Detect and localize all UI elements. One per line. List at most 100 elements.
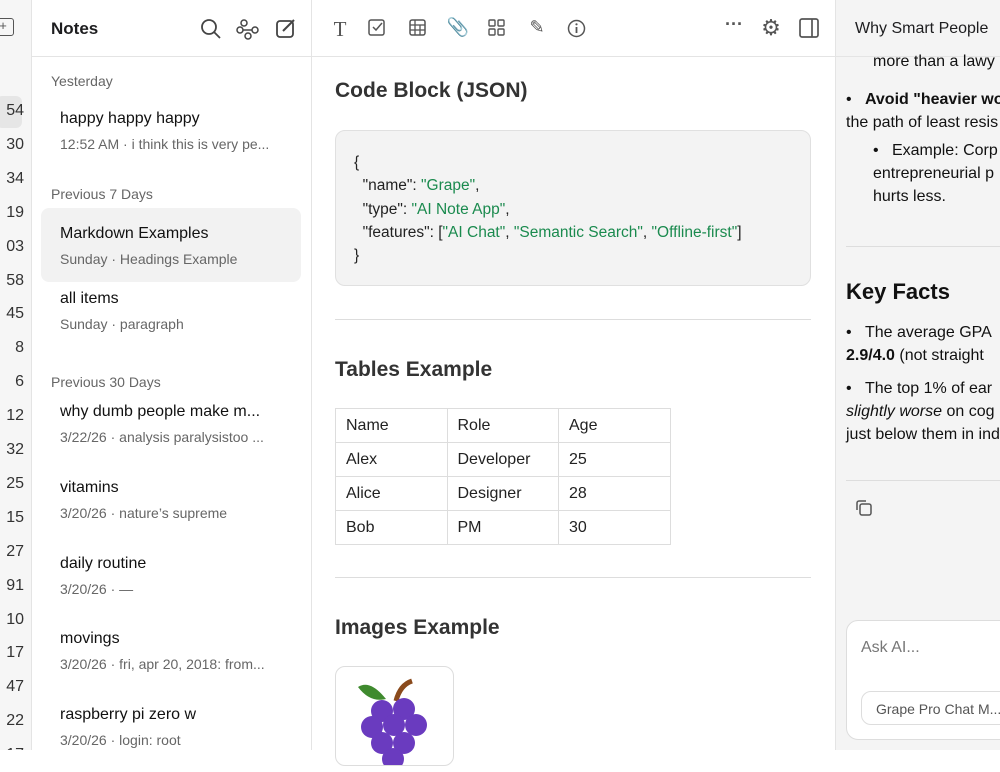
note-subtitle: Sunday · paragraph bbox=[60, 316, 184, 332]
more-icon[interactable]: ··· bbox=[725, 14, 743, 34]
table-cell[interactable]: 28 bbox=[558, 476, 671, 511]
table-header-cell[interactable]: Name bbox=[335, 408, 448, 443]
search-icon[interactable] bbox=[200, 18, 222, 40]
grid-icon[interactable] bbox=[488, 19, 512, 37]
note-list-item[interactable]: daily routine 3/20/26 · — bbox=[41, 547, 301, 621]
gear-icon[interactable]: ⚙ bbox=[761, 15, 781, 40]
text-format-icon[interactable]: T bbox=[333, 17, 347, 41]
note-title: happy happy happy bbox=[60, 110, 200, 127]
copy-icon[interactable] bbox=[855, 499, 873, 517]
note-title: raspberry pi zero w bbox=[60, 706, 197, 723]
ask-ai-placeholder: Ask AI... bbox=[861, 639, 920, 656]
note-title: vitamins bbox=[60, 479, 119, 496]
note-subtitle: 12:52 AM · i think this is very pe... bbox=[60, 136, 270, 152]
code-block[interactable]: { "name": "Grape", "type": "AI Note App"… bbox=[335, 130, 811, 286]
model-selector[interactable]: Grape Pro Chat M... bbox=[861, 691, 1000, 725]
table-icon[interactable] bbox=[409, 19, 433, 37]
note-subtitle: 3/22/26 · analysis paralysistoo ... bbox=[60, 429, 264, 445]
table-cell[interactable]: Alice bbox=[335, 476, 448, 511]
note-list-item[interactable]: happy happy happy 12:52 AM · i think this… bbox=[41, 102, 301, 176]
chat-text: just below them in ind bbox=[846, 426, 1000, 443]
table-cell[interactable]: Developer bbox=[446, 442, 559, 477]
divider bbox=[335, 319, 811, 320]
folder-count[interactable]: 45 bbox=[6, 305, 24, 323]
new-folder-icon[interactable]: + bbox=[0, 18, 14, 36]
key-facts-heading: Key Facts bbox=[846, 279, 950, 304]
table-header-cell[interactable]: Role bbox=[446, 408, 559, 443]
note-title: daily routine bbox=[60, 555, 147, 572]
folder-count[interactable]: 15 bbox=[6, 508, 24, 526]
section-label: Previous 7 Days bbox=[51, 186, 153, 202]
folder-count[interactable]: 10 bbox=[6, 610, 24, 628]
note-subtitle: Sunday · Headings Example bbox=[60, 251, 238, 267]
folder-count[interactable]: 34 bbox=[6, 169, 24, 187]
table-row: Bob PM 30 bbox=[335, 510, 671, 545]
folder-count[interactable]: 58 bbox=[6, 271, 24, 289]
table-cell[interactable]: 30 bbox=[558, 510, 671, 545]
table-cell[interactable]: Designer bbox=[446, 476, 559, 511]
folder-count[interactable]: 25 bbox=[6, 474, 24, 492]
note-title: why dumb people make m... bbox=[60, 403, 261, 420]
folder-count[interactable]: 03 bbox=[6, 237, 24, 255]
chat-text: • The average GPA bbox=[846, 324, 992, 341]
section-label: Yesterday bbox=[51, 73, 113, 89]
folder-count[interactable]: 8 bbox=[15, 339, 24, 357]
compose-icon[interactable] bbox=[275, 17, 297, 39]
table-cell[interactable]: PM bbox=[446, 510, 559, 545]
pencil-icon[interactable]: ✎ bbox=[529, 17, 545, 37]
chat-text: hurts less. bbox=[873, 188, 946, 205]
editor[interactable]: T 📎 ✎ ··· ⚙ Code Block (JSON) { "name": … bbox=[312, 0, 835, 766]
chat-text: entrepreneurial p bbox=[873, 165, 994, 182]
note-list-item[interactable]: why dumb people make m... 3/22/26 · analy… bbox=[41, 395, 301, 469]
info-icon[interactable] bbox=[567, 19, 591, 38]
notes-list-panel: Notes Yesterday happy happy happy 12:52 AM… bbox=[32, 0, 312, 750]
divider bbox=[846, 246, 1000, 247]
folder-count[interactable]: 22 bbox=[6, 712, 24, 730]
folder-count[interactable]: 47 bbox=[6, 678, 24, 696]
folder-count[interactable]: 12 bbox=[6, 407, 24, 425]
tables-heading: Tables Example bbox=[335, 358, 493, 381]
folder-count[interactable]: 27 bbox=[6, 542, 24, 560]
note-list-item[interactable]: raspberry pi zero w 3/20/26 · login: root bbox=[41, 698, 301, 772]
folder-count[interactable]: 17 bbox=[0, 746, 24, 750]
chat-text: more than a lawy bbox=[873, 53, 995, 70]
table-row: Alice Designer 28 bbox=[335, 476, 671, 511]
attachment-icon[interactable]: 📎 bbox=[446, 17, 470, 37]
chat-text: • Example: Corp bbox=[873, 142, 998, 159]
note-list-item[interactable]: all items Sunday · paragraph bbox=[41, 282, 301, 356]
chat-text: • The top 1% of ear bbox=[846, 380, 993, 397]
checklist-icon[interactable] bbox=[368, 19, 392, 37]
folder-count[interactable]: 17 bbox=[6, 644, 24, 662]
folder-count[interactable]: 6 bbox=[15, 373, 24, 391]
section-label: Previous 30 Days bbox=[51, 374, 161, 390]
table-cell[interactable]: 25 bbox=[558, 442, 671, 477]
note-list-item[interactable]: movings 3/20/26 · fri, apr 20, 2018: from… bbox=[41, 622, 301, 696]
sidebar-toggle-icon[interactable] bbox=[799, 18, 823, 38]
grape-icon bbox=[358, 678, 427, 765]
folder-count[interactable]: 30 bbox=[6, 135, 24, 153]
table-cell[interactable]: Bob bbox=[335, 510, 448, 545]
table-header-cell[interactable]: Age bbox=[558, 408, 671, 443]
rail-selection bbox=[0, 96, 22, 128]
note-list-item[interactable]: vitamins 3/20/26 · nature’s supreme bbox=[41, 471, 301, 545]
ask-ai-input[interactable]: Ask AI... Grape Pro Chat M... bbox=[846, 620, 1000, 740]
folder-count[interactable]: 32 bbox=[6, 441, 24, 458]
chat-text: 2.9/4.0 (not straight bbox=[846, 347, 984, 364]
images-heading: Images Example bbox=[335, 616, 500, 639]
grape-image[interactable] bbox=[335, 666, 454, 766]
note-subtitle: 3/20/26 · login: root bbox=[60, 732, 181, 748]
ai-chat-panel: Why Smart People more than a lawy • Avoi… bbox=[835, 0, 1000, 750]
table-header-row: Name Role Age bbox=[335, 408, 671, 443]
note-list-item[interactable]: Markdown Examples Sunday · Headings Examp… bbox=[41, 208, 301, 282]
editor-toolbar: T 📎 ✎ ··· ⚙ bbox=[312, 0, 835, 57]
divider bbox=[335, 577, 811, 578]
graph-icon[interactable] bbox=[236, 18, 260, 40]
folder-count[interactable]: 19 bbox=[6, 203, 24, 221]
note-title: movings bbox=[60, 630, 120, 647]
folder-count[interactable]: 91 bbox=[6, 576, 24, 594]
table-cell[interactable]: Alex bbox=[335, 442, 448, 477]
folder-count[interactable]: 54 bbox=[6, 102, 24, 119]
code-heading: Code Block (JSON) bbox=[335, 79, 528, 102]
chat-text: the path of least resis bbox=[846, 114, 999, 131]
folder-rail: + 54 30 34 19 03 58 45 8 6 12 32 25 15 27 91 10 17 47 22 17 bbox=[0, 0, 32, 750]
